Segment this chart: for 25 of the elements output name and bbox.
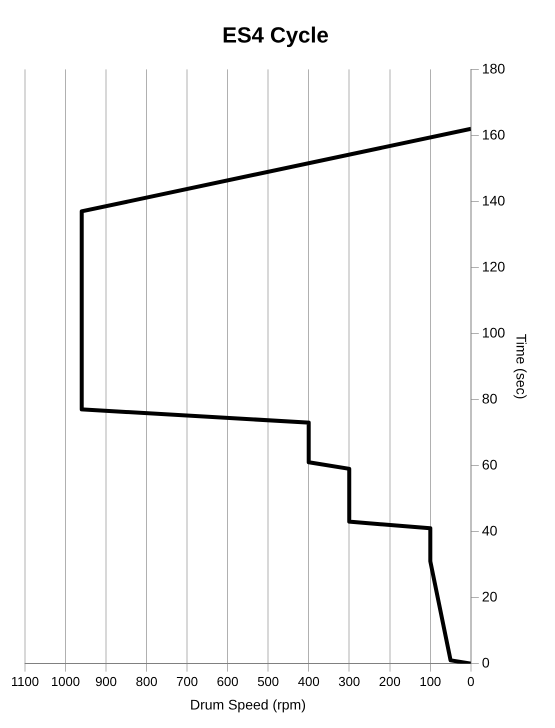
y-tick-label: 140 [482,192,506,208]
y-tick-label: 160 [482,126,506,142]
x-tick-label: 800 [136,674,158,689]
x-tick-label: 900 [95,674,117,689]
y-tick-label: 60 [482,456,498,472]
y-axis-title: Time (sec) [514,334,530,400]
y-tick-label: 180 [482,60,506,76]
x-tick-label: 300 [338,674,360,689]
y-tick-label: 0 [482,654,490,670]
y-tick-label: 100 [482,324,506,340]
x-tick-label: 500 [257,674,280,689]
y-tick-label: 20 [482,588,498,604]
x-tick-label: 600 [216,674,238,689]
x-tick-label: 0 [467,674,474,689]
x-tick-label: 200 [378,674,401,689]
x-axis-title: Drum Speed (rpm) [190,696,306,712]
x-tick-label: 100 [419,674,442,689]
y-tick-label: 80 [482,390,498,406]
x-tick-label: 700 [176,674,198,689]
x-tick-label: 1100 [10,674,39,689]
chart-title: ES4 Cycle [222,22,329,48]
y-tick-label: 120 [482,258,506,274]
x-tick-label: 400 [298,674,320,689]
x-tick-label: 1000 [51,674,80,689]
y-tick-label: 40 [482,522,498,538]
